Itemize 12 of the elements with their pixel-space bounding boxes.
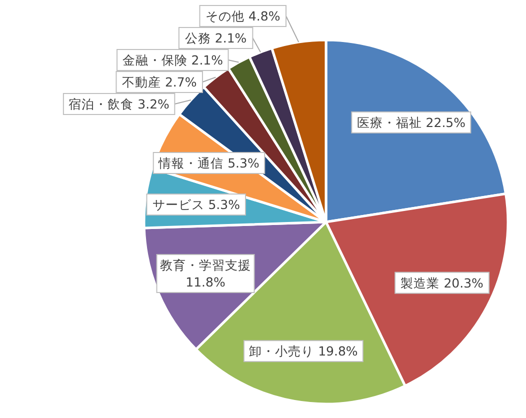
slice-label: 情報・通信 5.3% xyxy=(158,156,260,171)
slice-label: 金融・保険 2.1% xyxy=(122,52,224,68)
slice-label: 教育・学習支援 xyxy=(160,258,252,273)
slice-label: サービス 5.3% xyxy=(152,197,240,212)
slice-label: 宿泊・飲食 3.2% xyxy=(68,96,170,112)
slice-label: 公務 2.1% xyxy=(184,30,247,46)
slice-label: 製造業 20.3% xyxy=(400,275,484,290)
slice-label: 不動産 2.7% xyxy=(122,74,197,90)
slice-label: 卸・小売り 19.8% xyxy=(249,344,358,359)
slice-label: 医療・福祉 22.5% xyxy=(356,114,466,130)
slice-label: その他 4.8% xyxy=(206,8,280,24)
data-label: 11.8% xyxy=(186,274,226,290)
